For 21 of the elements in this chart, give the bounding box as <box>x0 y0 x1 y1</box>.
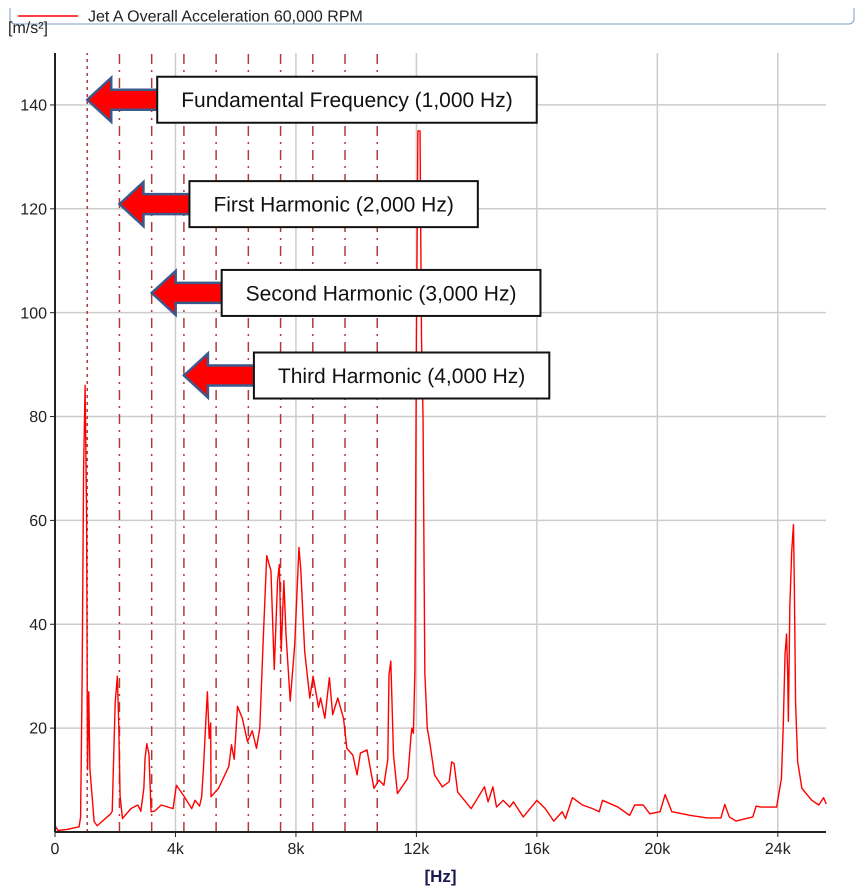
y-tick-label: 20 <box>29 720 48 738</box>
y-tick-label: 100 <box>20 305 48 322</box>
annotation: First Harmonic (2,000 Hz) <box>213 193 454 216</box>
y-tick-label: 140 <box>20 98 48 115</box>
annotation: Second Harmonic (3,000 Hz) <box>246 282 516 306</box>
x-tick-label: 24k <box>764 841 792 858</box>
y-tick-label: 120 <box>20 201 48 218</box>
y-axis-title: [m/s²] <box>8 20 48 37</box>
x-tick-label: 12k <box>404 841 430 858</box>
y-tick-label: 80 <box>29 409 48 426</box>
annotation: Fundamental Frequency (1,000 Hz) <box>181 89 513 112</box>
legend-label: Jet A Overall Acceleration 60,000 RPM <box>88 8 363 26</box>
x-tick-label: 16k <box>524 841 551 858</box>
x-tick-label: 8k <box>287 841 306 858</box>
x-tick-label: 20k <box>644 841 672 858</box>
x-axis-title: [Hz] <box>424 867 457 886</box>
annotation: Third Harmonic (4,000 Hz) <box>278 364 526 388</box>
y-tick-label: 40 <box>29 616 48 634</box>
x-tick-label: 0 <box>50 841 60 858</box>
y-tick-label: 60 <box>29 513 48 530</box>
x-tick-label: 4k <box>167 841 185 858</box>
